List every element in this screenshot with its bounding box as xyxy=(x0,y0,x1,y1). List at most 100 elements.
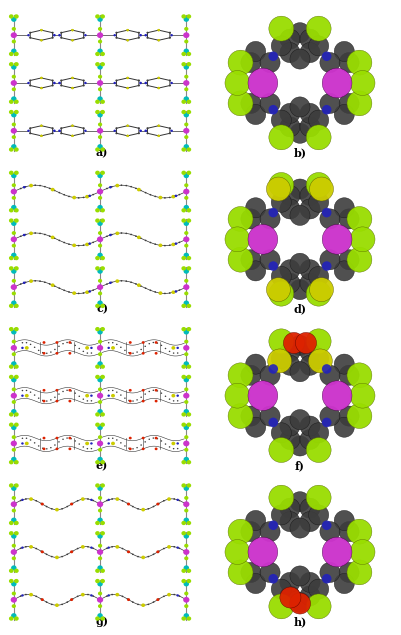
Circle shape xyxy=(268,329,293,354)
Circle shape xyxy=(146,37,148,39)
Circle shape xyxy=(279,585,299,606)
Circle shape xyxy=(44,234,46,236)
Circle shape xyxy=(71,87,73,89)
Circle shape xyxy=(154,437,157,439)
Circle shape xyxy=(107,347,110,349)
Circle shape xyxy=(100,327,105,331)
Circle shape xyxy=(349,70,374,95)
Circle shape xyxy=(97,128,103,133)
Circle shape xyxy=(247,225,277,254)
Circle shape xyxy=(42,352,43,353)
Circle shape xyxy=(12,244,16,248)
Circle shape xyxy=(78,293,79,294)
Circle shape xyxy=(14,568,19,573)
Circle shape xyxy=(20,188,22,189)
Circle shape xyxy=(107,443,110,444)
Circle shape xyxy=(138,32,140,34)
Circle shape xyxy=(183,236,189,242)
Text: b): b) xyxy=(293,147,306,158)
Circle shape xyxy=(87,291,89,293)
Circle shape xyxy=(126,135,129,137)
Circle shape xyxy=(338,93,358,114)
Circle shape xyxy=(289,49,309,69)
Circle shape xyxy=(240,365,260,385)
Circle shape xyxy=(299,512,319,531)
Circle shape xyxy=(142,509,144,511)
Circle shape xyxy=(74,345,76,346)
Circle shape xyxy=(116,594,118,596)
Circle shape xyxy=(41,551,42,552)
Circle shape xyxy=(183,425,188,430)
Circle shape xyxy=(125,185,127,187)
Circle shape xyxy=(68,291,70,293)
Circle shape xyxy=(225,70,249,95)
Circle shape xyxy=(159,244,160,246)
Circle shape xyxy=(86,352,88,354)
Circle shape xyxy=(55,389,58,392)
Circle shape xyxy=(146,32,148,34)
Circle shape xyxy=(85,394,89,398)
Circle shape xyxy=(41,598,42,600)
Circle shape xyxy=(107,342,109,344)
Circle shape xyxy=(271,505,291,525)
Circle shape xyxy=(157,29,160,31)
Circle shape xyxy=(346,519,371,544)
Circle shape xyxy=(66,505,68,507)
Circle shape xyxy=(338,365,358,385)
Circle shape xyxy=(176,498,178,501)
Circle shape xyxy=(115,84,117,86)
Circle shape xyxy=(225,383,249,408)
Circle shape xyxy=(14,208,19,213)
Circle shape xyxy=(100,14,105,18)
Circle shape xyxy=(308,267,328,286)
Circle shape xyxy=(51,37,54,39)
Circle shape xyxy=(186,304,191,308)
Circle shape xyxy=(55,399,58,403)
Circle shape xyxy=(183,457,188,462)
Circle shape xyxy=(127,598,130,601)
Circle shape xyxy=(186,208,191,213)
Circle shape xyxy=(68,437,71,439)
Circle shape xyxy=(299,355,319,375)
Circle shape xyxy=(66,342,68,344)
Circle shape xyxy=(181,62,186,67)
Circle shape xyxy=(247,381,277,410)
Circle shape xyxy=(245,261,265,281)
Circle shape xyxy=(178,290,180,291)
Circle shape xyxy=(142,448,144,450)
Circle shape xyxy=(319,365,339,385)
Circle shape xyxy=(146,79,148,81)
Circle shape xyxy=(183,221,188,226)
Circle shape xyxy=(58,393,60,395)
Circle shape xyxy=(140,396,142,398)
Circle shape xyxy=(97,582,103,587)
Circle shape xyxy=(30,498,32,500)
Circle shape xyxy=(49,187,51,189)
Circle shape xyxy=(321,364,331,374)
Circle shape xyxy=(14,327,19,331)
Circle shape xyxy=(21,594,24,597)
Text: a): a) xyxy=(95,147,108,158)
Circle shape xyxy=(71,77,74,79)
Circle shape xyxy=(146,84,148,86)
Circle shape xyxy=(183,48,188,53)
Circle shape xyxy=(11,565,16,570)
Circle shape xyxy=(34,232,36,234)
Circle shape xyxy=(136,447,138,448)
Circle shape xyxy=(9,617,14,621)
Circle shape xyxy=(11,97,16,102)
Circle shape xyxy=(168,546,170,547)
Circle shape xyxy=(168,594,170,596)
Circle shape xyxy=(181,52,186,56)
Circle shape xyxy=(259,521,279,542)
Circle shape xyxy=(71,77,73,79)
Circle shape xyxy=(77,596,78,597)
Circle shape xyxy=(29,37,31,39)
Circle shape xyxy=(142,389,144,392)
Circle shape xyxy=(54,444,56,446)
Circle shape xyxy=(78,245,79,246)
Circle shape xyxy=(97,533,103,538)
Circle shape xyxy=(60,37,62,39)
Circle shape xyxy=(349,383,374,408)
Circle shape xyxy=(12,544,16,547)
